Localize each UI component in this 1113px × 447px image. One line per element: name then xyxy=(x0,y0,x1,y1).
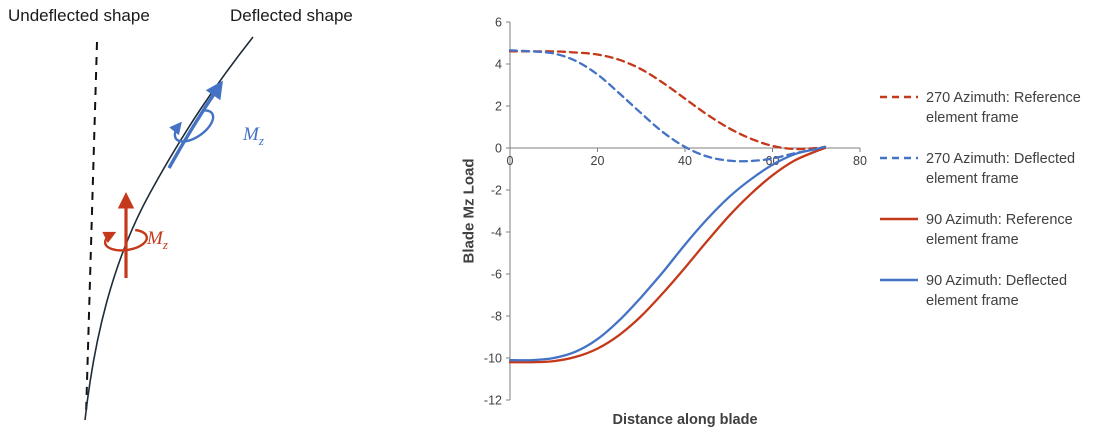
y-tick-label: -6 xyxy=(491,268,502,282)
y-tick-label: 0 xyxy=(495,142,502,156)
legend-label: 90 Azimuth: Reference element frame xyxy=(926,212,1073,248)
y-tick-label: -2 xyxy=(491,184,502,198)
undeflected-shape-line xyxy=(85,41,98,417)
y-axis-title: Blade Mz Load xyxy=(460,158,478,264)
y-tick-label: -10 xyxy=(484,352,502,366)
red-moment-symbol: M xyxy=(147,228,163,249)
deflected-shape-label: Deflected shape xyxy=(230,6,353,25)
legend-label: 90 Azimuth: Deflected element frame xyxy=(926,273,1068,309)
chart-legend: 270 Azimuth: Reference element frame 270… xyxy=(880,88,1108,311)
y-tick-label: -8 xyxy=(491,310,502,324)
blade-mz-load-chart: 6 4 2 0 -2 -4 -6 -8 -10 -12 0 20 40 60 80 Blade Mz Loa… xyxy=(455,0,880,447)
series-line xyxy=(508,146,827,364)
legend-solid-red-line-sample xyxy=(880,217,918,221)
deflection-diagram-canvas xyxy=(84,36,254,421)
blue-moment-vector-arrow xyxy=(167,80,223,169)
legend-item-270-reference: 270 Azimuth: Reference element frame xyxy=(880,88,1108,128)
blue-moment-subscript: z xyxy=(258,132,264,148)
undeflected-shape-label: Undeflected shape xyxy=(8,6,150,25)
legend-item-90-reference: 90 Azimuth: Reference element frame xyxy=(880,210,1108,250)
series-line xyxy=(508,145,827,362)
legend-item-90-deflected: 90 Azimuth: Deflected element frame xyxy=(880,271,1108,311)
x-axis-title: Distance along blade xyxy=(612,412,758,428)
legend-item-270-deflected: 270 Azimuth: Deflected element frame xyxy=(880,149,1108,189)
y-tick-label: 4 xyxy=(495,58,502,72)
x-tick-label: 40 xyxy=(678,154,692,168)
y-tick-label: 6 xyxy=(495,16,502,30)
legend-dashed-blue-line-sample xyxy=(880,156,918,160)
series-line xyxy=(508,49,827,163)
red-rotation-arrow xyxy=(102,228,148,252)
legend-dashed-red-line-sample xyxy=(880,95,918,99)
blue-moment-symbol: M xyxy=(243,124,259,145)
blue-moment-label: Mz xyxy=(243,124,264,149)
legend-solid-blue-line-sample xyxy=(880,278,918,282)
series-line xyxy=(508,50,827,151)
x-tick-label: 80 xyxy=(853,154,867,168)
y-tick-label: -12 xyxy=(484,394,502,408)
red-moment-subscript: z xyxy=(162,236,168,252)
blue-rotation-arrow xyxy=(169,109,215,143)
x-tick-label: 20 xyxy=(591,154,605,168)
y-tick-label: 2 xyxy=(495,100,502,114)
legend-label: 270 Azimuth: Reference element frame xyxy=(926,90,1081,126)
deflected-shape-curve xyxy=(84,36,254,421)
x-tick-label: 0 xyxy=(507,154,514,168)
legend-label: 270 Azimuth: Deflected element frame xyxy=(926,151,1076,187)
y-tick-label: -4 xyxy=(491,226,502,240)
red-moment-label: Mz xyxy=(147,228,168,253)
deflection-diagram: Undeflected shape Deflected shape Mz Mz xyxy=(0,0,455,447)
